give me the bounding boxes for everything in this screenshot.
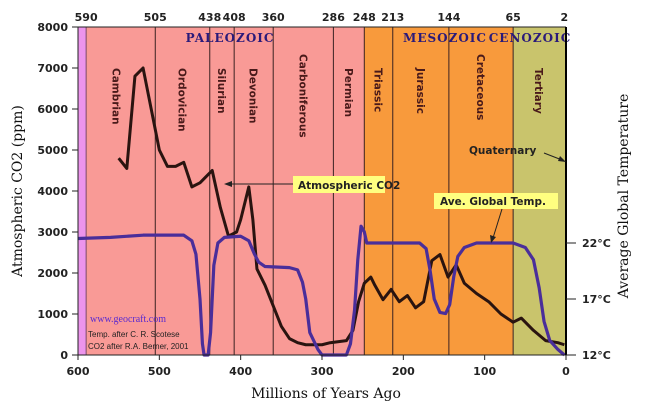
co2-credit: CO2 after R.A. Berner, 2001 [88, 342, 189, 351]
top-tick-label: 360 [262, 11, 285, 24]
x-tick-label: 0 [562, 365, 570, 378]
period-label: Cambrian [110, 68, 122, 125]
top-tick-label: 590 [75, 11, 98, 24]
top-tick-label: 144 [437, 11, 460, 24]
temp-arrow [492, 208, 503, 239]
y2-tick-label: 17°C [582, 293, 611, 306]
x-tick-label: 500 [148, 365, 171, 378]
period-label: Triassic [372, 68, 384, 112]
arrowhead-icon [224, 181, 232, 187]
co2-line [117, 66, 565, 347]
top-tick-label: 408 [223, 11, 246, 24]
website-credit: www.geocraft.com [90, 314, 166, 325]
x-axis-title: Millions of Years Ago [251, 386, 401, 402]
x-tick-label: 600 [67, 365, 90, 378]
top-tick-label: 65 [505, 11, 520, 24]
y2-tick-label: 22°C [582, 237, 611, 250]
period-label: Tertiary [532, 68, 544, 114]
top-tick-label: 2 [561, 11, 569, 24]
y2-axis-title: Average Global Temperature [616, 94, 632, 300]
y-tick-label: 2000 [37, 267, 68, 280]
x-tick-label: 100 [473, 365, 496, 378]
annotations: Atmospheric CO2 Ave. Global Temp. Quaterna… [88, 145, 566, 351]
x-tick-label: 400 [229, 365, 252, 378]
y-tick-label: 8000 [37, 21, 68, 34]
temp-label: Ave. Global Temp. [440, 196, 546, 208]
y-tick-label: 3000 [37, 226, 68, 239]
period-label: Cretaceous [474, 54, 486, 120]
arrowhead-icon [558, 156, 566, 162]
x-tick-label: 200 [392, 365, 415, 378]
y-tick-label: 4000 [37, 185, 68, 198]
arrowhead-icon [490, 235, 496, 243]
era-label: CENOZOIC [489, 31, 572, 45]
temp-label-box [434, 193, 558, 209]
y-tick-label: 6000 [37, 103, 68, 116]
period-label: Devonian [247, 68, 259, 124]
top-tick-label: 438 [198, 11, 221, 24]
top-tick-label: 505 [144, 11, 167, 24]
era-label: PALEOZOIC [186, 31, 275, 45]
x-tick-label: 300 [311, 365, 334, 378]
top-tick-label: 286 [322, 11, 345, 24]
top-tick-label: 213 [381, 11, 404, 24]
y-tick-label: 1000 [37, 308, 68, 321]
co2-label-box [293, 176, 385, 193]
period-label: Jurassic [414, 67, 426, 114]
temp-credit: Temp. after C. R. Scotese [88, 330, 180, 339]
period-label: Carboniferous [296, 54, 308, 138]
y-tick-label: 7000 [37, 62, 68, 75]
top-tick-label: 248 [353, 11, 376, 24]
period-label: Permian [342, 68, 354, 117]
period-labels: PALEOZOIC MESOZOIC CENOZOIC Cambrian Ordovic… [110, 31, 572, 138]
period-label: Ordovician [176, 68, 188, 132]
co2-label: Atmospheric CO2 [298, 180, 400, 192]
precambrian-band [78, 27, 87, 355]
y2-tick-label: 12°C [582, 349, 611, 362]
era-label: MESOZOIC [403, 31, 487, 45]
period-label: Silurian [215, 68, 227, 114]
y-axis-title: Atmospheric CO2 (ppm) [10, 105, 26, 278]
y-tick-label: 0 [60, 349, 68, 362]
quaternary-label: Quaternary [469, 145, 537, 157]
y-tick-label: 5000 [37, 144, 68, 157]
